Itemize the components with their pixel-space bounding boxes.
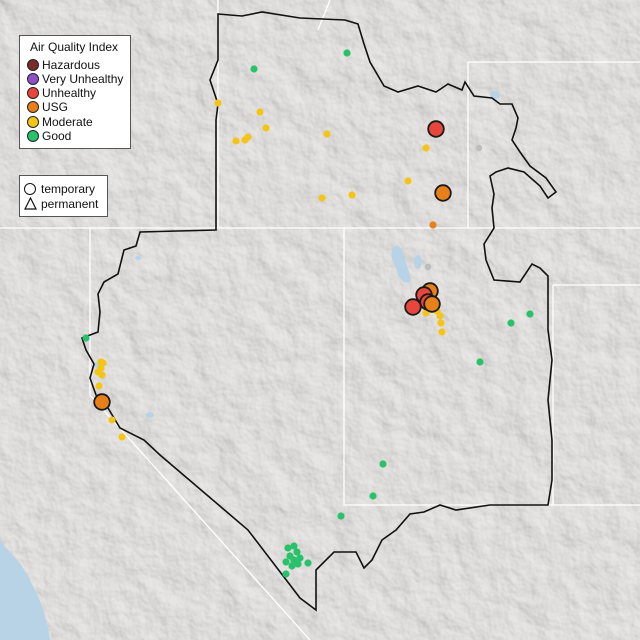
good-monitor bbox=[284, 544, 292, 552]
unhealthy-swatch bbox=[27, 87, 39, 99]
moderate-monitor bbox=[256, 108, 264, 116]
legend-label: USG bbox=[42, 100, 69, 114]
no-data-monitor bbox=[424, 263, 432, 271]
monitor-type-legend: temporary permanent bbox=[19, 175, 108, 217]
good-swatch bbox=[27, 130, 39, 142]
moderate-monitor bbox=[438, 328, 446, 336]
temporary-monitor-markers bbox=[93, 120, 452, 411]
moderate-monitor bbox=[232, 137, 240, 145]
good-monitor bbox=[526, 310, 534, 318]
moderate-monitor bbox=[422, 144, 430, 152]
hazardous-swatch bbox=[27, 59, 39, 71]
region-boundary bbox=[80, 11, 558, 612]
triangle-icon bbox=[24, 197, 37, 210]
usg-temporary-monitor bbox=[93, 393, 111, 411]
pacific-ocean bbox=[0, 540, 50, 640]
moderate-monitor bbox=[95, 382, 103, 390]
no-data-monitor bbox=[475, 144, 483, 152]
legend-label: Unhealthy bbox=[42, 86, 97, 100]
legend-label: Good bbox=[42, 129, 72, 143]
good-monitor bbox=[507, 319, 515, 327]
unhealthy-temporary-monitor bbox=[404, 298, 422, 316]
legend-label: Very Unhealthy bbox=[42, 72, 124, 86]
moderate-monitor bbox=[437, 319, 445, 327]
moderate-swatch bbox=[27, 116, 39, 128]
circle-icon bbox=[24, 183, 36, 195]
good-monitor bbox=[82, 334, 90, 342]
usg-temporary-monitor bbox=[434, 184, 452, 202]
legend-label: permanent bbox=[41, 197, 99, 211]
good-monitor bbox=[343, 49, 351, 57]
lakes bbox=[93, 91, 500, 418]
moderate-monitor bbox=[99, 359, 107, 367]
moderate-monitor bbox=[404, 177, 412, 185]
good-monitor bbox=[379, 460, 387, 468]
moderate-monitor bbox=[214, 99, 222, 107]
unhealthy-temporary-monitor bbox=[427, 120, 445, 138]
good-monitor bbox=[282, 558, 290, 566]
good-monitor bbox=[294, 560, 302, 568]
moderate-monitor bbox=[244, 133, 252, 141]
legend-label: Hazardous bbox=[42, 58, 101, 72]
good-monitor bbox=[288, 562, 296, 570]
legend-label: Moderate bbox=[42, 115, 93, 129]
good-monitor bbox=[476, 358, 484, 366]
moderate-monitor bbox=[262, 124, 270, 132]
legend-title: Air Quality Index bbox=[30, 40, 119, 54]
good-monitor bbox=[290, 542, 298, 550]
moderate-monitor bbox=[98, 371, 106, 379]
monitor-markers bbox=[82, 49, 534, 578]
usg-monitor bbox=[429, 221, 437, 229]
good-monitor bbox=[282, 570, 290, 578]
legend-label: temporary bbox=[41, 182, 96, 196]
usg-swatch bbox=[27, 101, 39, 113]
moderate-monitor bbox=[318, 194, 326, 202]
good-monitor bbox=[293, 548, 301, 556]
moderate-monitor bbox=[118, 433, 126, 441]
no-data-monitors bbox=[424, 144, 483, 271]
aqi-legend: Air Quality Index Hazardous Very Unhealt… bbox=[19, 35, 131, 149]
usg-temporary-monitor bbox=[423, 295, 441, 313]
moderate-monitor bbox=[348, 191, 356, 199]
moderate-monitor bbox=[108, 416, 116, 424]
moderate-monitor bbox=[323, 130, 331, 138]
good-monitor bbox=[337, 512, 345, 520]
good-monitor bbox=[250, 65, 258, 73]
good-monitor bbox=[304, 559, 312, 567]
good-monitor bbox=[296, 554, 304, 562]
good-monitor bbox=[369, 492, 377, 500]
very-unhealthy-swatch bbox=[27, 73, 39, 85]
